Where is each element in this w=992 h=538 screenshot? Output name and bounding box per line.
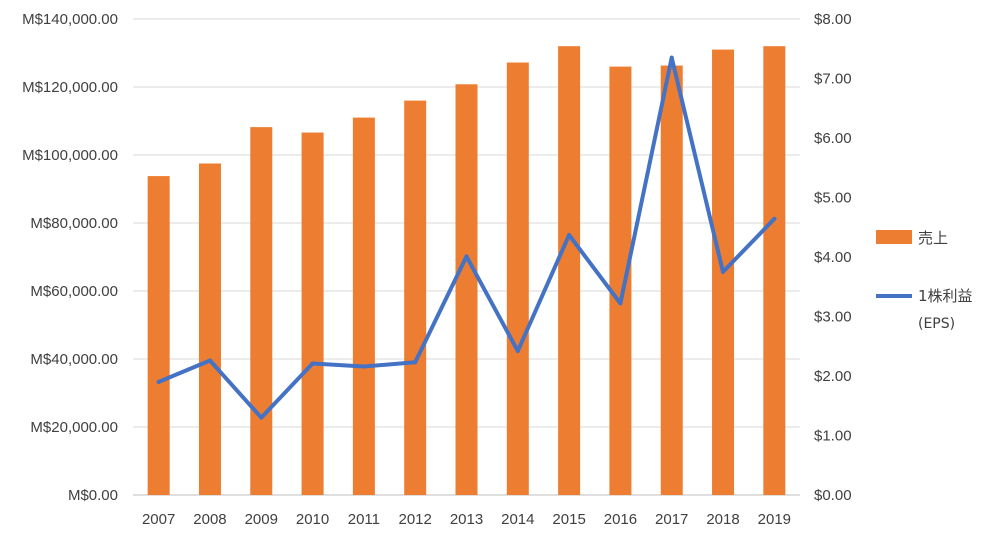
- left-y-tick-label: M$0.00: [68, 487, 118, 504]
- eps-point-2007: [156, 379, 161, 384]
- left-y-tick-label: M$40,000.00: [30, 351, 118, 368]
- sales-bar-2019: [763, 46, 786, 495]
- legend-label-sales: 売上: [918, 229, 948, 247]
- x-tick-label: 2015: [552, 511, 585, 528]
- x-tick-label: 2014: [501, 511, 534, 528]
- eps-point-2017: [669, 55, 674, 60]
- sales-bar-2008: [198, 163, 221, 495]
- x-tick-label: 2009: [245, 511, 278, 528]
- eps-point-2010: [310, 361, 315, 366]
- sales-bar-2016: [609, 66, 632, 495]
- sales-bar-2014: [506, 62, 529, 496]
- x-tick-label: 2013: [450, 511, 483, 528]
- eps-point-2018: [721, 269, 726, 274]
- x-tick-label: 2012: [399, 511, 432, 528]
- eps-point-2009: [259, 415, 264, 420]
- right-y-tick-label: $2.00: [814, 368, 852, 385]
- right-y-tick-label: $1.00: [814, 428, 852, 445]
- legend-label-eps-line2: (EPS): [918, 316, 955, 332]
- x-tick-label: 2017: [655, 511, 688, 528]
- left-y-tick-label: M$20,000.00: [30, 419, 118, 436]
- x-tick-label: 2018: [706, 511, 739, 528]
- left-y-tick-label: M$140,000.00: [22, 11, 118, 28]
- sales-bar-2017: [660, 65, 683, 495]
- sales-bars: [147, 46, 786, 496]
- right-y-tick-label: $7.00: [814, 71, 852, 88]
- x-axis-labels: 2007 2008 2009 2010 2011 2012 2013 2014 2015 2016…: [142, 511, 791, 528]
- right-y-tick-label: $0.00: [814, 487, 852, 504]
- eps-point-2016: [618, 301, 623, 306]
- x-tick-label: 2010: [296, 511, 329, 528]
- sales-bar-2015: [558, 46, 581, 495]
- eps-point-2011: [361, 364, 366, 369]
- x-tick-label: 2019: [758, 511, 791, 528]
- sales-bar-2012: [404, 100, 427, 495]
- eps-line-layer: [156, 55, 777, 420]
- eps-point-2019: [772, 216, 777, 221]
- x-tick-label: 2011: [348, 511, 380, 528]
- sales-bar-2010: [301, 132, 324, 495]
- left-y-axis-labels: M$0.00 M$20,000.00 M$40,000.00 M$60,000.00 M…: [22, 11, 118, 504]
- sales-bar-2007: [147, 176, 170, 495]
- right-y-tick-label: $4.00: [814, 249, 852, 266]
- left-y-tick-label: M$120,000.00: [22, 79, 118, 96]
- left-y-tick-label: M$100,000.00: [22, 147, 118, 164]
- right-y-tick-label: $3.00: [814, 309, 852, 326]
- eps-point-2013: [464, 254, 469, 259]
- sales-bar-2013: [455, 84, 478, 495]
- right-y-tick-label: $6.00: [814, 130, 852, 147]
- legend-swatch-sales: [876, 230, 912, 244]
- eps-point-2014: [515, 349, 520, 354]
- x-tick-label: 2007: [142, 511, 175, 528]
- sales-bar-2011: [352, 117, 375, 495]
- x-tick-label: 2008: [193, 511, 226, 528]
- eps-point-2015: [567, 232, 572, 237]
- right-y-axis-labels: $0.00 $1.00 $2.00 $3.00 $4.00 $5.00 $6.00 $7.00…: [814, 11, 852, 504]
- left-y-tick-label: M$60,000.00: [30, 283, 118, 300]
- legend: 売上 1株利益 (EPS): [876, 229, 973, 332]
- eps-point-2012: [413, 360, 418, 365]
- eps-point-2008: [207, 358, 212, 363]
- x-tick-label: 2016: [604, 511, 637, 528]
- left-y-tick-label: M$80,000.00: [30, 215, 118, 232]
- legend-label-eps-line1: 1株利益: [918, 287, 973, 305]
- right-y-tick-label: $8.00: [814, 11, 852, 28]
- sales-bar-2009: [250, 127, 273, 496]
- right-y-tick-label: $5.00: [814, 190, 852, 207]
